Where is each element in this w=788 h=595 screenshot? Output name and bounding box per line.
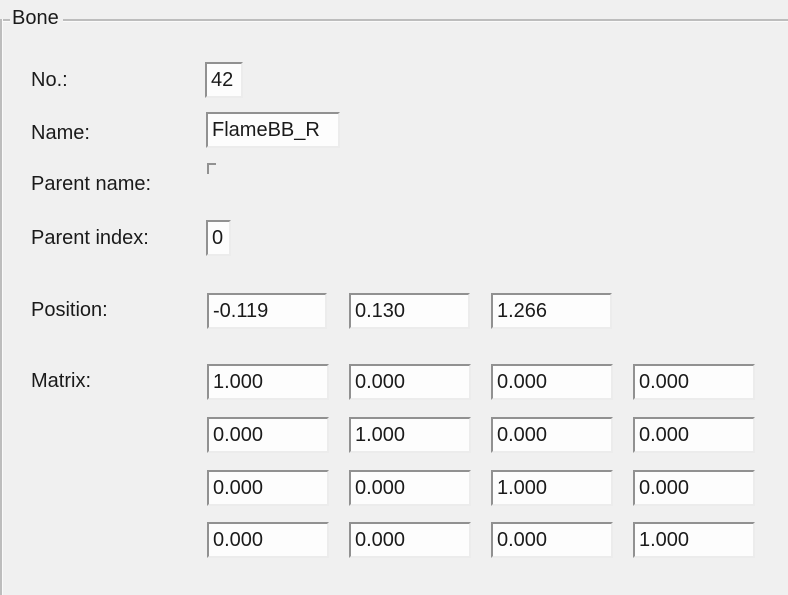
matrix-cell-r3-c3[interactable] [633, 522, 755, 558]
matrix-cell-r0-c3[interactable] [633, 364, 755, 400]
parent-index-field[interactable] [206, 220, 231, 256]
matrix-cell-r0-c1[interactable] [349, 364, 471, 400]
position-label: Position: [31, 299, 108, 321]
parent-name-empty-field [207, 163, 216, 174]
matrix-cell-r3-c0[interactable] [207, 522, 329, 558]
name-label: Name: [31, 122, 90, 144]
matrix-cell-r1-c2[interactable] [491, 417, 613, 453]
position-x-field[interactable] [207, 293, 327, 329]
position-y-field[interactable] [349, 293, 470, 329]
no-label: No.: [31, 69, 68, 91]
matrix-cell-r2-c0[interactable] [207, 470, 329, 506]
matrix-cell-r2-c1[interactable] [349, 470, 471, 506]
groupbox-title: Bone [10, 6, 63, 30]
matrix-cell-r2-c3[interactable] [633, 470, 755, 506]
matrix-cell-r1-c1[interactable] [349, 417, 471, 453]
matrix-label: Matrix: [31, 370, 91, 392]
parent-index-label: Parent index: [31, 227, 149, 249]
matrix-cell-r2-c2[interactable] [491, 470, 613, 506]
parent-name-label: Parent name: [31, 173, 152, 195]
matrix-cell-r3-c1[interactable] [349, 522, 471, 558]
matrix-cell-r3-c2[interactable] [491, 522, 613, 558]
groupbox-border-left [0, 19, 3, 595]
no-field[interactable] [205, 62, 243, 98]
groupbox-border-top [0, 19, 788, 22]
matrix-cell-r0-c2[interactable] [491, 364, 613, 400]
position-z-field[interactable] [491, 293, 612, 329]
matrix-cell-r1-c0[interactable] [207, 417, 329, 453]
matrix-cell-r0-c0[interactable] [207, 364, 329, 400]
matrix-cell-r1-c3[interactable] [633, 417, 755, 453]
name-field[interactable] [206, 112, 340, 148]
